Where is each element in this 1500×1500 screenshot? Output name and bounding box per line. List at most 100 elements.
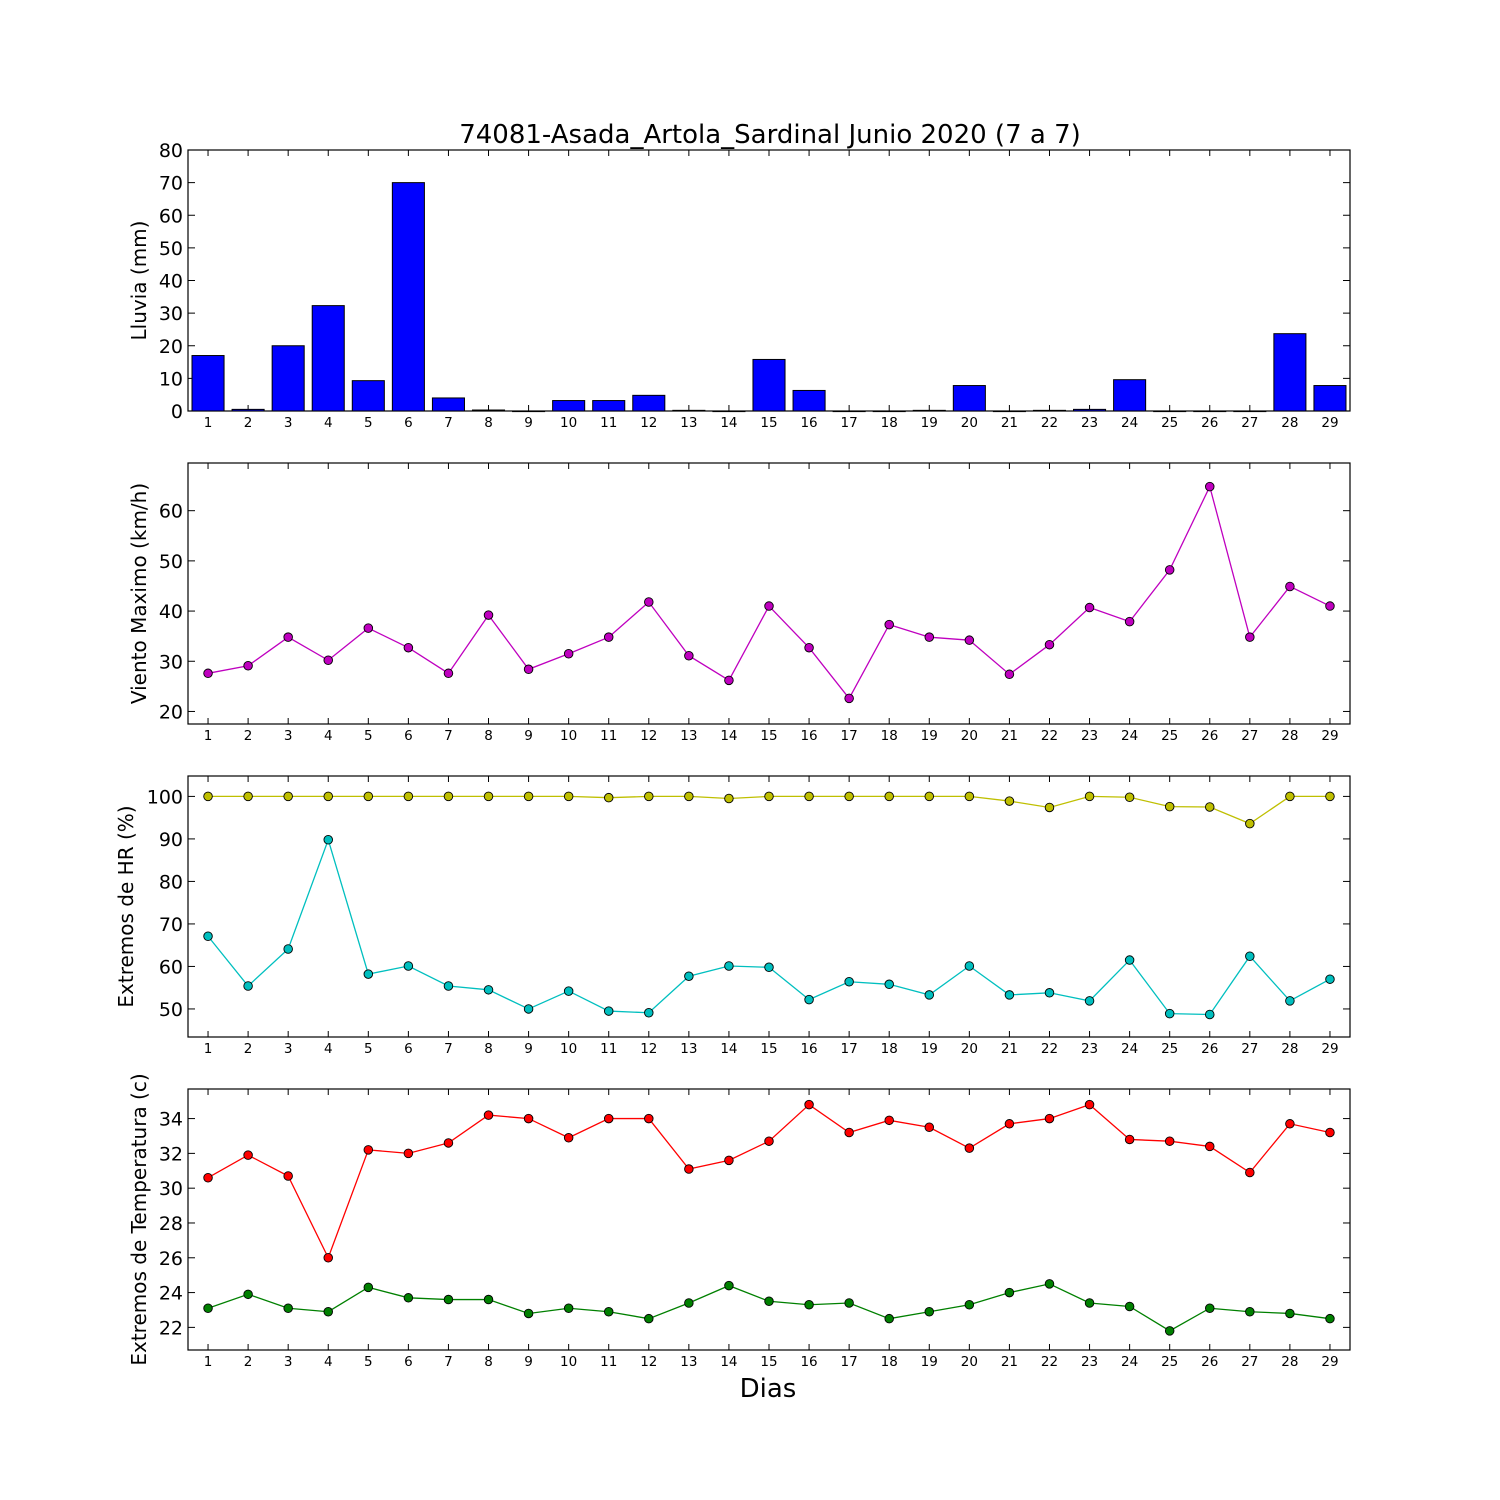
humidity-data-point	[1004, 796, 1015, 806]
humidity-data-point	[644, 1008, 654, 1018]
rain-xtick-label: 8	[484, 415, 493, 431]
rain-bar	[992, 410, 1026, 413]
humidity-xtick-label: 13	[680, 1041, 697, 1057]
wind-xtick-label: 21	[1001, 728, 1018, 744]
rain-xtick-label: 15	[760, 415, 777, 431]
rain-ytick-label: 70	[159, 173, 183, 195]
humidity-data-point	[603, 1006, 614, 1016]
humidity-ytick-label: 50	[159, 999, 183, 1021]
wind-xtick-label: 6	[404, 728, 413, 744]
humidity-xtick-label: 16	[800, 1041, 817, 1057]
rain-xtick-label: 17	[841, 415, 858, 431]
rain-bar	[1113, 379, 1147, 412]
wind-data-point	[1004, 669, 1015, 680]
temperature-data-point	[243, 1289, 253, 1300]
humidity-y-axis-label: Extremos de HR (%)	[114, 805, 138, 1007]
rain-bar	[1153, 410, 1187, 413]
temperature-xtick-label: 13	[680, 1354, 697, 1370]
wind-data-point	[884, 619, 894, 630]
rain-bar	[592, 400, 626, 412]
humidity-xtick-label: 7	[444, 1041, 453, 1057]
figure-title: 74081-Asada_Artola_Sardinal Junio 2020 (…	[459, 120, 1081, 150]
temperature-data-point	[924, 1306, 935, 1317]
rain-xtick-label: 29	[1321, 415, 1338, 431]
rain-xtick-label: 21	[1001, 415, 1018, 431]
humidity-xtick-label: 2	[244, 1041, 253, 1057]
wind-xtick-label: 11	[600, 728, 617, 744]
humidity-xtick-label: 25	[1161, 1041, 1178, 1057]
humidity-data-point	[323, 791, 333, 802]
temperature-data-point	[1084, 1298, 1095, 1308]
temperature-data-point	[964, 1143, 975, 1153]
temperature-data-point	[964, 1300, 975, 1310]
wind-xtick-label: 20	[961, 728, 978, 744]
humidity-data-point	[443, 791, 454, 802]
wind-xtick-label: 5	[364, 728, 373, 744]
wind-data-point	[1084, 602, 1095, 613]
temperature-ytick-label: 26	[159, 1248, 183, 1270]
temperature-xtick-label: 6	[404, 1354, 413, 1370]
temperature-xtick-label: 28	[1281, 1354, 1298, 1370]
temperature-xtick-label: 4	[324, 1354, 333, 1370]
humidity-data-point	[684, 791, 694, 802]
wind-data-point	[1245, 632, 1255, 642]
humidity-xtick-label: 14	[720, 1041, 737, 1057]
humidity-data-point	[403, 791, 414, 802]
temperature-data-point	[844, 1298, 854, 1308]
humidity-data-point	[964, 961, 975, 971]
temperature-xtick-label: 16	[800, 1354, 817, 1370]
wind-data-point	[1285, 581, 1295, 592]
rain-xtick-label: 5	[364, 415, 373, 431]
wind-xtick-label: 28	[1281, 728, 1298, 744]
humidity-data-point	[1004, 990, 1015, 1000]
rain-bar	[391, 182, 425, 412]
humidity-data-point	[1285, 996, 1295, 1006]
humidity-data-point	[483, 791, 494, 802]
rain-bar	[351, 380, 385, 412]
rain-xtick-label: 24	[1121, 415, 1138, 431]
humidity-xtick-label: 18	[881, 1041, 898, 1057]
wind-xtick-label: 17	[841, 728, 858, 744]
temperature-data-point	[884, 1313, 894, 1324]
humidity-xtick-label: 24	[1121, 1041, 1138, 1057]
temperature-data-point	[323, 1306, 333, 1317]
temperature-data-point	[1325, 1127, 1335, 1138]
rain-ytick-label: 50	[159, 238, 183, 260]
rain-bar	[552, 400, 586, 412]
temperature-xtick-label: 22	[1041, 1354, 1058, 1370]
rain-xtick-label: 7	[444, 415, 453, 431]
rain-xtick-label: 11	[600, 415, 617, 431]
rain-bar	[712, 410, 746, 413]
wind-data-point	[603, 632, 614, 642]
temperature-ytick-label: 30	[159, 1178, 183, 1200]
temperature-xtick-label: 21	[1001, 1354, 1018, 1370]
humidity-data-point	[924, 990, 935, 1000]
rain-bar	[632, 394, 666, 412]
humidity-data-point	[964, 791, 975, 802]
wind-data-point	[844, 693, 854, 704]
temperature-xtick-label: 27	[1241, 1354, 1258, 1370]
humidity-data-point	[764, 962, 774, 973]
temperature-data-point	[1285, 1308, 1295, 1319]
temperature-data-point	[323, 1253, 333, 1263]
rain-bar	[1313, 385, 1347, 412]
rain-xtick-label: 3	[284, 415, 293, 431]
temperature-data-point	[363, 1145, 374, 1155]
temperature-xtick-label: 18	[881, 1354, 898, 1370]
wind-data-point	[403, 642, 414, 653]
temperature-data-point	[724, 1280, 734, 1291]
rain-ytick-label: 40	[159, 271, 183, 293]
humidity-data-point	[844, 976, 854, 987]
temperature-xtick-label: 24	[1121, 1354, 1138, 1370]
temperature-data-point	[1044, 1113, 1055, 1124]
humidity-data-point	[203, 791, 213, 802]
rain-bar	[431, 397, 465, 412]
humidity-ytick-label: 80	[159, 871, 183, 893]
temperature-xtick-label: 17	[841, 1354, 858, 1370]
wind-data-point	[243, 661, 253, 671]
wind-xtick-label: 23	[1081, 728, 1098, 744]
rain-xtick-label: 16	[800, 415, 817, 431]
temperature-data-point	[603, 1113, 614, 1124]
